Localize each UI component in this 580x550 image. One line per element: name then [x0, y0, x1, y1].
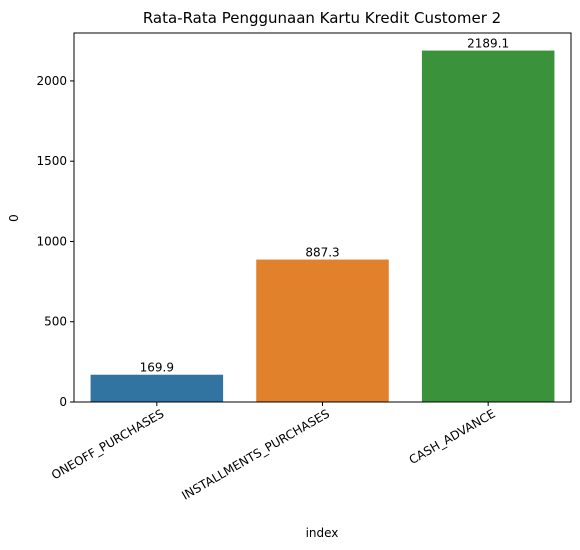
- y-tick-label: 0: [59, 395, 67, 409]
- bar-value-label: 169.9: [140, 361, 174, 375]
- chart-title: Rata-Rata Penggunaan Kartu Kredit Custom…: [143, 9, 501, 27]
- bar-cash-advance: [421, 50, 555, 402]
- y-axis-ticks: 0 500 1000 1500 2000: [36, 74, 74, 409]
- bars-group: [90, 50, 555, 402]
- y-tick-label: 1000: [36, 234, 67, 248]
- y-tick-label: 2000: [36, 74, 67, 88]
- y-tick-label: 500: [44, 315, 67, 329]
- y-axis-label: 0: [7, 214, 21, 222]
- bar-oneoff-purchases: [90, 374, 224, 402]
- bar-value-label: 887.3: [305, 246, 339, 260]
- data-labels-group: 169.9 887.3 2189.1: [140, 37, 510, 375]
- y-tick-label: 1500: [36, 154, 67, 168]
- plot-area: 169.9 887.3 2189.1: [73, 32, 572, 403]
- bar-installments-purchases: [256, 259, 389, 402]
- x-axis-label: index: [306, 526, 339, 540]
- bar-value-label: 2189.1: [467, 37, 509, 51]
